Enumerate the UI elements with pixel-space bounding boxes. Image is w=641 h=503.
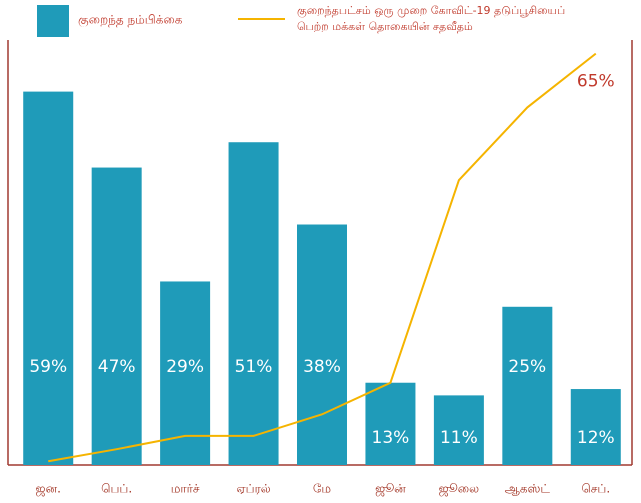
legend-label: குறைந்தபட்சம் ஒரு முறை கோவிட்-19 தடுப்பூ… — [297, 4, 566, 33]
x-tick-label: மார்ச் — [171, 482, 200, 496]
bar-value-label: 13% — [372, 428, 410, 448]
bar — [228, 142, 279, 465]
bar-value-label: 47% — [98, 357, 136, 377]
bar — [365, 382, 416, 465]
bar — [502, 306, 553, 465]
x-tick-label: பெப். — [101, 482, 132, 496]
bar — [91, 167, 142, 465]
legend-label: குறைந்த நம்பிக்கை — [78, 13, 183, 27]
bar — [297, 224, 347, 465]
bar — [160, 281, 211, 465]
line — [48, 52, 597, 463]
x-tick-label: ஜூலை — [439, 482, 479, 497]
bar-value-label: 51% — [235, 357, 273, 377]
x-tick-label: ஏப்ரல் — [236, 482, 270, 496]
bar — [23, 91, 74, 466]
bar-value-label: 38% — [303, 357, 341, 377]
x-tick-label: ஜன. — [35, 482, 60, 497]
x-tick-label: செப். — [581, 482, 610, 496]
bar — [433, 395, 484, 465]
bar-value-label: 59% — [29, 357, 67, 377]
line-value-label: 65% — [577, 72, 615, 92]
x-tick-label: மே — [313, 482, 331, 496]
bar-value-label: 25% — [508, 357, 546, 377]
legend-swatch — [37, 5, 69, 37]
bar-value-label: 11% — [440, 428, 478, 448]
x-tick-label: ஆகஸ்ட் — [505, 482, 551, 496]
bar — [570, 389, 621, 465]
bar-value-label: 29% — [166, 357, 204, 377]
bar-value-label: 12% — [577, 428, 615, 448]
x-tick-label: ஜூன் — [375, 482, 406, 497]
